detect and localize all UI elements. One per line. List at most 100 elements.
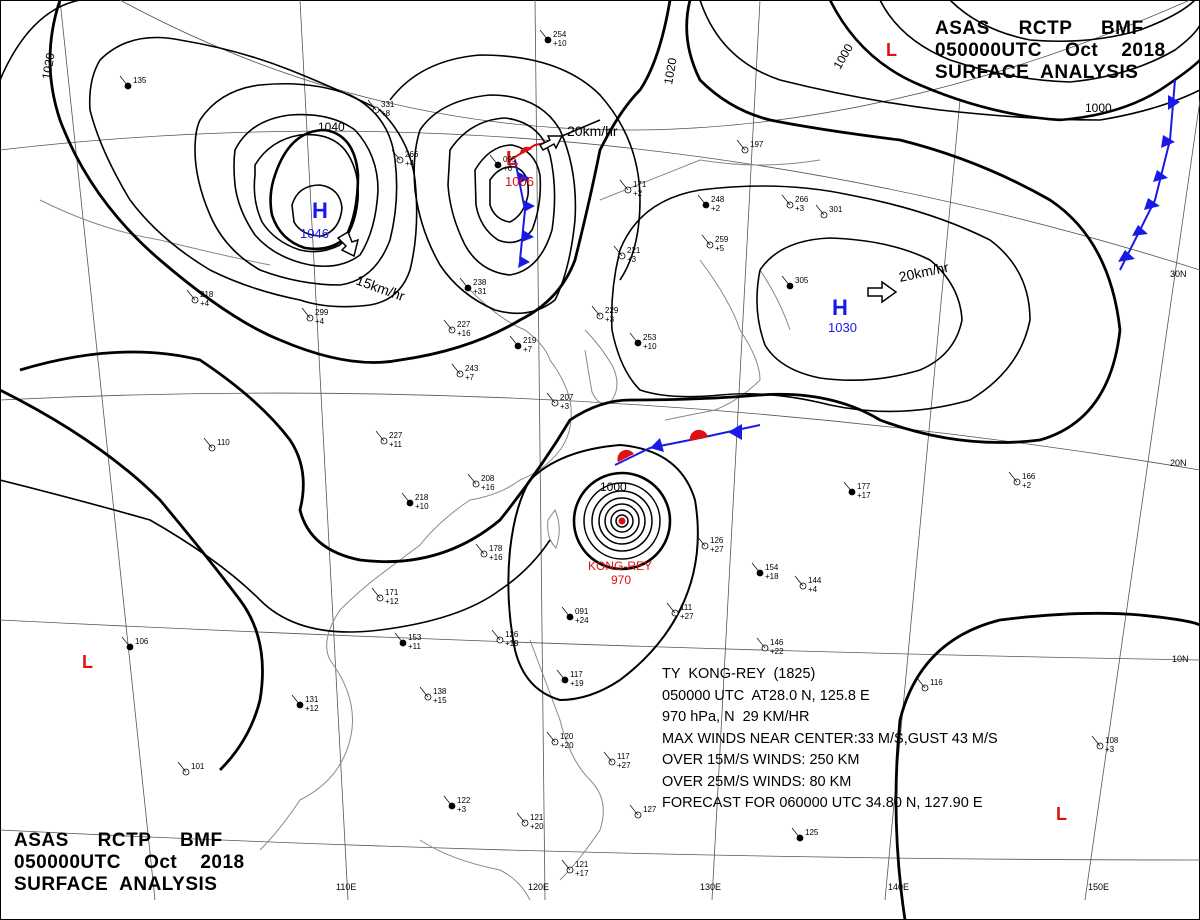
station-pressure-text: 108: [1105, 736, 1119, 745]
station-tendency-text: +7: [465, 373, 475, 382]
station-wind-barb-icon: [291, 694, 301, 706]
station-tendency-text: +3: [560, 402, 570, 411]
high-east-symbol: H: [832, 295, 848, 320]
station-wind-barb-icon: [121, 636, 131, 648]
station-tendency-text: +27: [680, 612, 694, 621]
station-pressure-text: 331: [381, 100, 395, 109]
station-wind-barb-icon: [516, 812, 526, 824]
meridian-150e: [1084, 99, 1200, 901]
station-plot: 218+4: [186, 289, 214, 308]
station-tendency-text: +19: [570, 679, 584, 688]
low-ne-symbol: L: [886, 40, 897, 60]
station-tendency-text: +11: [389, 440, 403, 449]
station-wind-barb-icon: [475, 543, 485, 555]
station-pressure-text: 253: [643, 333, 657, 342]
station-wind-barb-icon: [394, 632, 404, 644]
low-north-symbol: L: [506, 148, 518, 170]
isobar-labels: 1020 1020 1000 1000 1040 1000: [39, 41, 1112, 494]
isobar-1028-north: [194, 82, 398, 286]
low-se-symbol: L: [1056, 804, 1067, 824]
isobar-south-outer: [0, 479, 551, 633]
station-wind-barb-icon: [696, 535, 706, 547]
station-tendency-text: +2: [1022, 481, 1032, 490]
station-wind-barb-icon: [119, 75, 129, 87]
station-pressure-text: 207: [560, 393, 574, 402]
station-wind-barb-icon: [367, 99, 377, 111]
low-north-value: 1006: [505, 174, 534, 189]
station-plot: 106: [121, 636, 149, 651]
lat-label-20n: 20N: [1170, 458, 1187, 468]
station-tendency-text: +3: [1105, 745, 1115, 754]
station-tendency-text: +3: [627, 255, 637, 264]
station-wind-barb-icon: [203, 437, 213, 449]
station-tendency-text: +31: [473, 287, 487, 296]
station-wind-barb-icon: [491, 629, 501, 641]
station-pressure-text: 125: [805, 828, 819, 837]
isobar-label-ne-1000: 1000: [830, 41, 856, 71]
station-wind-barb-icon: [177, 761, 187, 773]
station-pressure-text: 248: [711, 195, 725, 204]
station-tendency-text: +6: [503, 164, 513, 173]
isobar-label-tl-1020: 1020: [39, 51, 57, 80]
station-plot: 227+11: [375, 430, 403, 449]
cold-front-east-tri-6: [1118, 250, 1135, 262]
grid-labels: 30N 20N 10N 110E 120E 130E 140E 150E: [336, 269, 1189, 892]
station-plot: 120+20: [546, 731, 574, 750]
station-wind-barb-icon: [619, 179, 629, 191]
station-pressure-text: 110: [217, 438, 230, 447]
cold-front-east-tri-3: [1153, 170, 1168, 182]
isobar-ty-outer: [507, 443, 699, 702]
station-plot: 266+4: [391, 149, 419, 168]
coastlines: [39, 159, 821, 901]
station-pressure-text: 301: [829, 205, 843, 214]
station-plot: 166+2: [1008, 471, 1036, 490]
station-pressure-text: 305: [795, 276, 809, 285]
station-plot: 131+12: [291, 694, 319, 713]
station-plot: 171+12: [371, 587, 399, 606]
station-pressure-text: 106: [135, 637, 149, 646]
station-plot: 117+19: [556, 669, 584, 688]
high-east-value: 1030: [828, 320, 857, 335]
lat-label-30n: 30N: [1170, 269, 1187, 279]
isobar-label-ty-1000: 1000: [600, 480, 627, 494]
meridian-100e: [59, 0, 156, 901]
station-pressure-text: 120: [560, 732, 574, 741]
coast-borneo: [419, 839, 531, 901]
meridian-130e: [711, 0, 761, 901]
parallel-10n: [0, 619, 1200, 661]
station-wind-barb-icon: [371, 587, 381, 599]
station-tendency-text: +12: [385, 597, 399, 606]
station-plot: 125: [791, 827, 819, 842]
arrow-low-north-tail: [561, 119, 601, 137]
station-tendency-text: +16: [481, 483, 495, 492]
fronts: [509, 79, 1180, 466]
station-tendency-text: +5: [715, 244, 725, 253]
station-tendency-text: +2: [711, 204, 721, 213]
meridian-120e: [534, 0, 546, 901]
coast-korea: [584, 329, 618, 405]
station-wind-barb-icon: [419, 686, 429, 698]
station-wind-barb-icon: [751, 562, 761, 574]
station-tendency-text: +2: [633, 189, 643, 198]
station-pressure-text: 166: [1022, 472, 1036, 481]
station-pressure-text: 117: [617, 752, 630, 761]
header-datetime: 050000UTC Oct 2018: [935, 40, 1166, 61]
station-tendency-text: +24: [575, 616, 589, 625]
isobar-low-north-1: [413, 94, 577, 315]
station-tendency-text: +22: [770, 647, 784, 656]
station-pressure-text: 218: [200, 290, 214, 299]
station-tendency-text: +4: [200, 299, 210, 308]
station-plot: 121+20: [516, 812, 544, 831]
station-wind-barb-icon: [489, 154, 499, 166]
station-pressure-text: 197: [750, 140, 764, 149]
header-top-right: ASAS RCTP BMF 050000UTC Oct 2018 SURFACE…: [935, 18, 1166, 84]
low-w-symbol: L: [82, 652, 93, 672]
lon-label-120e: 120E: [528, 882, 549, 892]
station-tendency-text: +3: [795, 204, 805, 213]
station-tendency-text: +19: [505, 639, 519, 648]
typhoon-value: 970: [611, 573, 631, 587]
station-plot: 108+3: [1091, 735, 1119, 754]
motion-label-high-west: 15km/hr: [354, 272, 407, 304]
pressure-centers: H 1046 L 1006 H 1030 L L L KONG-REY 970: [82, 40, 1067, 824]
isobar-1024-north: [88, 36, 418, 308]
